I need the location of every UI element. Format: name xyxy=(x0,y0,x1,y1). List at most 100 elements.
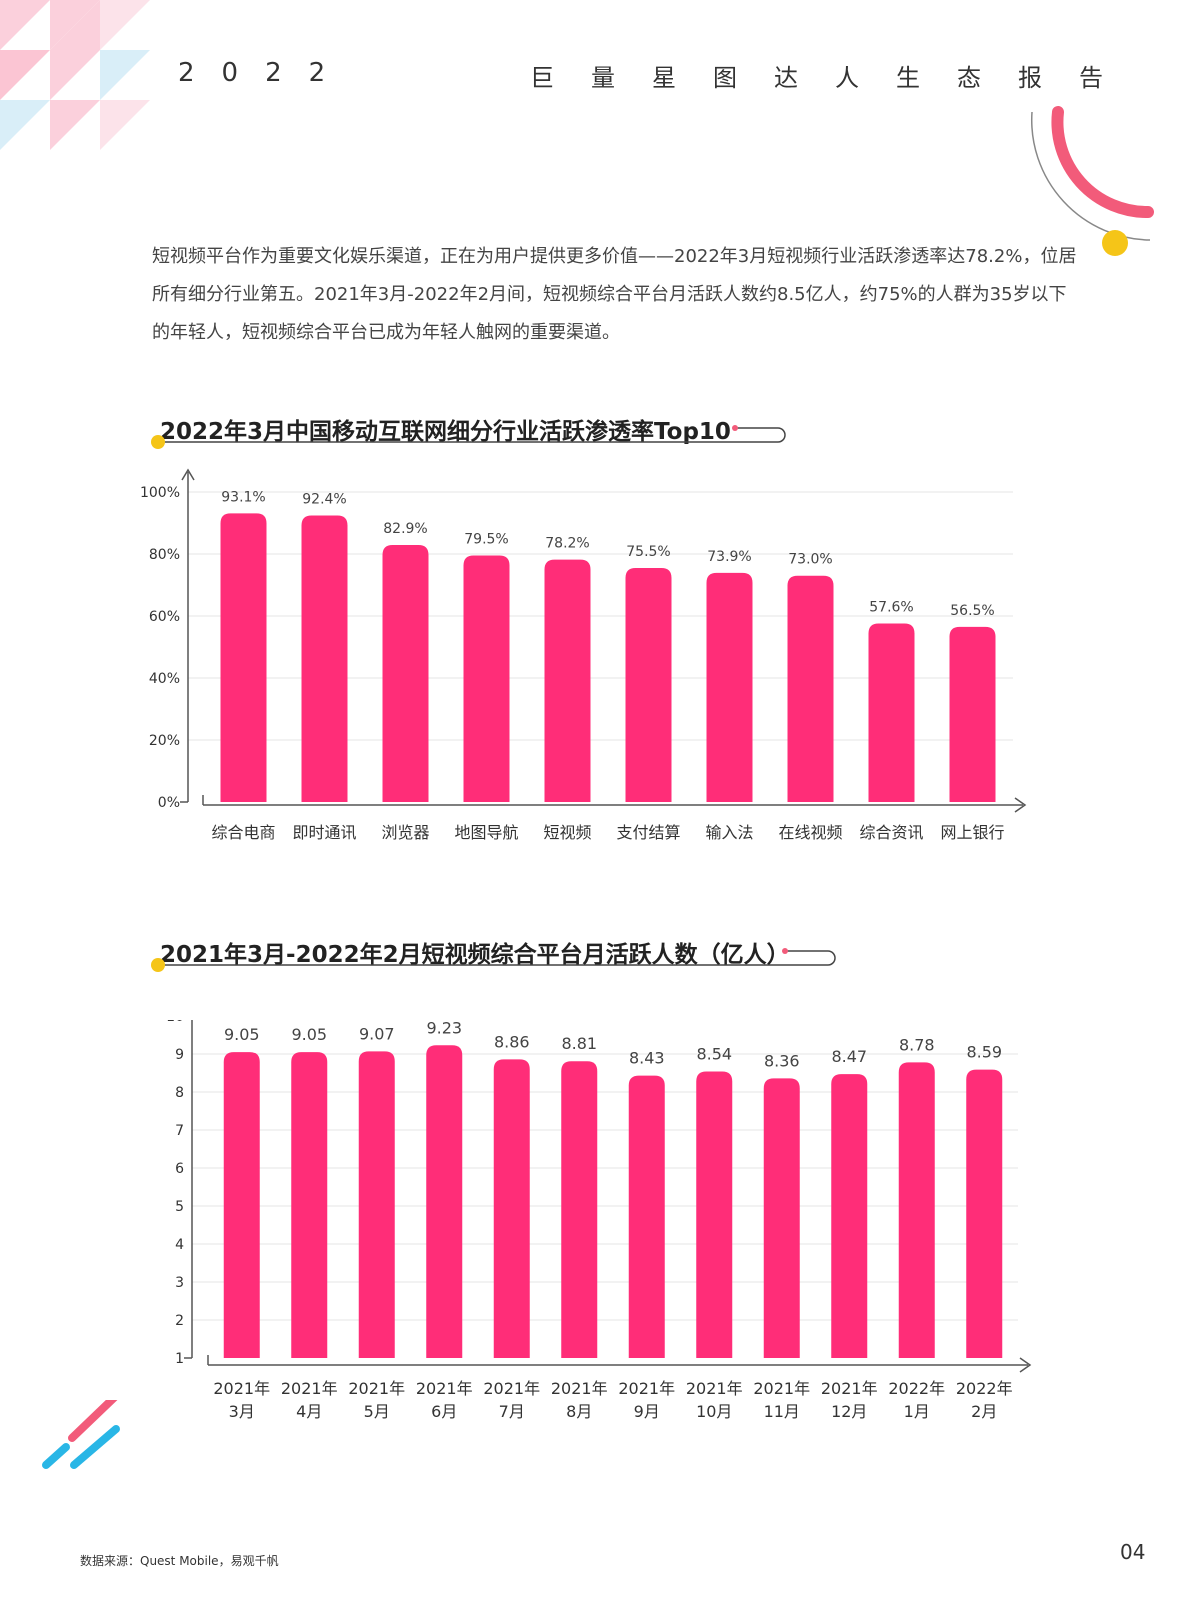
chart2-bar xyxy=(426,1045,463,1358)
corner-triangles-decoration xyxy=(0,0,150,150)
chart1-ytick-label: 0% xyxy=(158,795,180,811)
chart2-category-label: 2021年 xyxy=(213,1379,270,1398)
chart2-category-label: 5月 xyxy=(364,1402,390,1421)
chart1-bar xyxy=(544,559,591,802)
chart2-category-label: 10月 xyxy=(696,1402,732,1421)
chart2-title-underline xyxy=(151,948,836,972)
chart2-bar xyxy=(898,1062,935,1358)
chart2-category-label: 2021年 xyxy=(416,1379,473,1398)
chart2-category-label: 2021年 xyxy=(483,1379,540,1398)
chart2-category-label: 2021年 xyxy=(753,1379,810,1398)
chart2-value-label: 8.86 xyxy=(494,1032,530,1051)
chart1-category-label: 综合资讯 xyxy=(859,823,923,842)
chart1-bar xyxy=(301,515,348,802)
chart1-bar xyxy=(220,513,267,802)
chart2-category-label: 7月 xyxy=(499,1402,525,1421)
chart2-category-label: 2月 xyxy=(971,1402,997,1421)
chart2-ytick-label: 6 xyxy=(175,1161,184,1177)
chart1-category-label: 即时通讯 xyxy=(292,823,356,842)
chart2-x-axis-arrow xyxy=(1019,1357,1032,1373)
chart2-ytick-label: 4 xyxy=(175,1237,184,1253)
chart2-bar xyxy=(493,1059,530,1358)
chart2-category-label: 2022年 xyxy=(956,1379,1013,1398)
chart2-bar xyxy=(223,1052,260,1358)
chart1-value-label: 75.5% xyxy=(626,544,670,560)
chart1-ytick-label: 60% xyxy=(149,609,180,625)
chart2-bar xyxy=(831,1074,868,1358)
chart2-bar xyxy=(628,1075,665,1358)
chart2-value-label: 9.07 xyxy=(359,1024,395,1043)
chart2-category-label: 6月 xyxy=(431,1402,457,1421)
chart1-value-label: 73.9% xyxy=(707,549,751,565)
chart1-category-label: 地图导航 xyxy=(454,823,518,842)
header-year: 2022 xyxy=(178,58,353,88)
chart2-bar xyxy=(358,1051,395,1358)
chart2-value-label: 8.36 xyxy=(764,1051,800,1070)
chart2-category-label: 2021年 xyxy=(686,1379,743,1398)
chart1-category-label: 浏览器 xyxy=(381,823,429,842)
chart2-value-label: 8.59 xyxy=(966,1043,1002,1062)
chart2-ytick-label: 8 xyxy=(175,1085,184,1101)
chart1-bar xyxy=(706,572,753,802)
chart2-category-label: 2021年 xyxy=(281,1379,338,1398)
chart1-value-label: 79.5% xyxy=(464,532,508,548)
chart1-ytick-label: 100% xyxy=(140,485,180,501)
chart1-y-axis-arrow xyxy=(181,468,195,481)
data-source-note: 数据来源：Quest Mobile，易观千帆 xyxy=(80,1554,279,1568)
chart1-category-label: 综合电商 xyxy=(211,823,275,842)
chart2-category-label: 8月 xyxy=(566,1402,592,1421)
chart2-bar xyxy=(696,1071,733,1358)
intro-paragraph: 短视频平台作为重要文化娱乐渠道，正在为用户提供更多价值——2022年3月短视频行… xyxy=(152,246,1077,343)
chart2-category-label: 4月 xyxy=(296,1402,322,1421)
chart2-category-label: 2022年 xyxy=(888,1379,945,1398)
header-report-title: 巨量星图达人生态报告 xyxy=(530,64,1140,92)
chart1-category-label: 短视频 xyxy=(543,823,591,842)
chart2-category-label: 2021年 xyxy=(618,1379,675,1398)
chart1-x-axis-arrow xyxy=(1014,797,1027,813)
chart1-bar xyxy=(949,626,996,802)
chart2-value-label: 8.54 xyxy=(696,1044,732,1063)
chart2-bar xyxy=(966,1069,1003,1358)
page-number: 04 xyxy=(1120,1540,1146,1564)
chart1-bar xyxy=(382,545,429,802)
arc-decoration xyxy=(1030,106,1154,256)
slash-lines-decoration xyxy=(42,1400,120,1469)
chart1-value-label: 78.2% xyxy=(545,536,589,552)
chart1-bar xyxy=(787,575,834,802)
chart2-value-label: 8.81 xyxy=(561,1034,597,1053)
chart2-category-label: 2021年 xyxy=(551,1379,608,1398)
chart2-value-label: 9.05 xyxy=(291,1025,327,1044)
chart1-title: 2022年3月中国移动互联网细分行业活跃渗透率Top10 xyxy=(160,419,731,445)
chart1-bar-chart: 0% 20% 40% 60% 80% 100% 93.1% 综合电商 92.4% 即时通讯 82.9… xyxy=(140,468,1027,842)
chart2-value-label: 9.23 xyxy=(426,1020,462,1037)
chart2-category-label: 12月 xyxy=(831,1402,867,1421)
chart1-bar xyxy=(625,567,672,802)
chart1-value-label: 56.5% xyxy=(950,603,994,619)
chart1-category-label: 网上银行 xyxy=(940,823,1004,842)
chart2-category-label: 2021年 xyxy=(348,1379,405,1398)
chart2-value-label: 8.43 xyxy=(629,1049,665,1068)
chart1-value-label: 82.9% xyxy=(383,521,427,537)
chart2-ytick-label: 2 xyxy=(175,1313,184,1329)
chart2-ytick-label: 5 xyxy=(175,1199,184,1215)
chart2-bar xyxy=(763,1078,800,1358)
chart2-ytick-label: 9 xyxy=(175,1047,184,1063)
chart1-value-label: 92.4% xyxy=(302,492,346,508)
chart1-category-label: 支付结算 xyxy=(616,823,680,842)
chart1-bar xyxy=(868,623,915,802)
chart2-ytick-label: 1 xyxy=(175,1351,184,1367)
chart2-category-label: 11月 xyxy=(764,1402,800,1421)
chart1-ytick-label: 80% xyxy=(149,547,180,563)
chart2-category-label: 2021年 xyxy=(821,1379,878,1398)
chart2-value-label: 8.78 xyxy=(899,1035,935,1054)
chart1-bar xyxy=(463,555,510,802)
chart2-ytick-label: 10 xyxy=(166,1020,184,1025)
chart2-value-label: 8.47 xyxy=(831,1047,867,1066)
chart1-category-label: 输入法 xyxy=(705,823,753,842)
chart1-value-label: 73.0% xyxy=(788,552,832,568)
chart1-title-underline xyxy=(151,425,786,449)
chart2-bar-chart: 1 2 3 4 5 6 7 8 9 10 9.05 2021年 3月 9.05 2021年 4月 9.07 202… xyxy=(166,1020,1032,1421)
chart2-category-label: 1月 xyxy=(904,1402,930,1421)
chart2-category-label: 9月 xyxy=(634,1402,660,1421)
chart1-value-label: 57.6% xyxy=(869,599,913,615)
